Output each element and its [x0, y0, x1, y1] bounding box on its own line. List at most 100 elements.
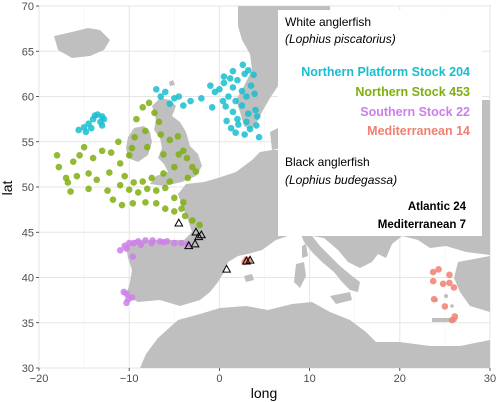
data-point — [166, 178, 174, 185]
data-point — [131, 133, 138, 141]
data-point — [134, 189, 142, 196]
data-point — [227, 124, 235, 132]
y-tick-label: 35 — [22, 318, 34, 330]
y-tick-label: 65 — [22, 46, 34, 58]
data-point — [143, 143, 151, 151]
data-point — [180, 199, 187, 206]
axes: −20 −10 0 10 20 30 30 35 40 45 50 55 60 65 70 — [22, 1, 496, 385]
data-point — [247, 82, 255, 89]
data-point — [76, 152, 83, 159]
data-point — [180, 102, 187, 109]
data-point — [252, 106, 259, 114]
data-point — [220, 79, 228, 87]
data-point — [53, 152, 61, 159]
data-point — [129, 253, 137, 260]
data-point — [244, 66, 252, 74]
y-tick-label: 45 — [22, 227, 34, 239]
data-point — [116, 181, 124, 189]
data-point — [189, 217, 196, 224]
y-tick-label: 70 — [22, 1, 34, 13]
data-point — [238, 102, 246, 109]
x-tick-label: 10 — [303, 373, 315, 385]
triangle-point — [196, 229, 207, 239]
data-point — [85, 185, 92, 193]
data-point — [220, 73, 228, 80]
data-point — [161, 88, 169, 96]
data-point — [69, 158, 77, 165]
data-point — [429, 277, 437, 285]
data-point — [234, 76, 241, 84]
data-point — [183, 154, 191, 162]
data-point — [251, 90, 258, 98]
data-point — [219, 97, 227, 105]
data-point — [64, 179, 72, 186]
data-point — [139, 178, 147, 185]
data-point — [130, 179, 138, 186]
land-italy — [300, 232, 360, 292]
legend-black-species: (Lophius budegassa) — [285, 173, 397, 187]
legend-entry-mediterranean: Mediterranean 14 — [367, 124, 470, 138]
data-point — [243, 93, 250, 100]
x-axis-title: long — [251, 385, 277, 401]
land-corsica — [302, 244, 308, 258]
triangle-point — [241, 256, 252, 265]
land-faroes — [169, 80, 175, 86]
data-point — [226, 75, 234, 82]
data-point — [171, 239, 178, 247]
data-point — [250, 71, 257, 79]
data-point — [160, 151, 167, 158]
legend-entry-atlantic: Atlantic 24 — [408, 201, 467, 213]
data-point — [109, 196, 117, 203]
data-point — [148, 174, 156, 182]
data-point — [255, 133, 263, 141]
data-point — [229, 84, 237, 91]
legend-white-species: (Lophius piscatorius) — [285, 32, 396, 46]
data-point — [157, 131, 165, 138]
data-point — [151, 109, 158, 117]
y-tick-label: 55 — [22, 137, 34, 149]
data-point — [116, 160, 124, 167]
data-point — [253, 122, 260, 129]
data-point — [160, 238, 167, 246]
data-point — [161, 205, 169, 213]
y-tick-label: 50 — [22, 182, 34, 194]
data-point — [441, 303, 449, 310]
data-point — [155, 118, 163, 126]
data-point — [439, 280, 447, 288]
data-point — [75, 126, 82, 134]
data-point — [118, 201, 126, 209]
x-tick-label: 20 — [394, 373, 406, 385]
land-sardinia — [294, 262, 306, 288]
land-aegean-island — [450, 304, 454, 308]
data-point — [104, 187, 111, 194]
y-tick-label: 40 — [22, 273, 34, 285]
data-point — [166, 136, 174, 144]
data-point — [120, 288, 128, 296]
data-point — [241, 131, 248, 138]
data-point — [106, 169, 113, 176]
data-point — [82, 128, 90, 136]
data-point — [160, 170, 167, 177]
data-point — [161, 184, 169, 192]
data-point — [446, 271, 453, 279]
data-point — [229, 108, 237, 116]
data-point — [171, 208, 178, 215]
data-point — [142, 237, 149, 244]
y-tick-label: 30 — [22, 363, 34, 375]
data-point — [239, 61, 247, 69]
data-point — [196, 221, 203, 229]
data-point — [137, 241, 145, 249]
data-point — [55, 163, 63, 171]
land-sicily — [330, 292, 352, 304]
data-point — [123, 245, 130, 252]
data-point — [125, 152, 133, 159]
data-point — [198, 95, 205, 102]
triangle-point — [184, 240, 194, 250]
legend-entry-black-mediterranean: Mediterranean 7 — [378, 219, 466, 231]
x-tick-label: 30 — [484, 373, 496, 385]
land-great-britain — [150, 98, 202, 186]
data-point — [234, 115, 241, 123]
land-turkey — [454, 256, 490, 312]
data-point — [232, 129, 239, 136]
